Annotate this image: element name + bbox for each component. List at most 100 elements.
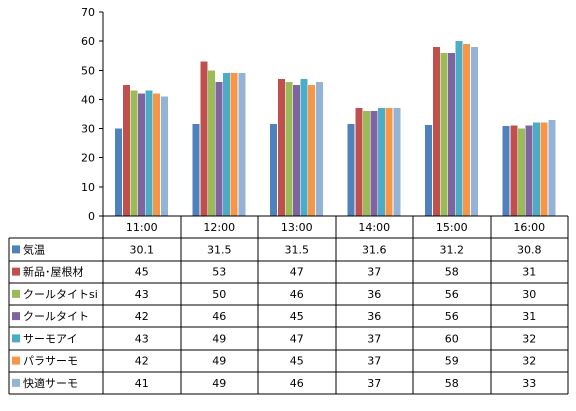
data-label: 47: [290, 332, 304, 345]
data-label: 37: [367, 332, 381, 345]
y-tick-label: 30: [81, 123, 95, 136]
bar-7-11:00: [160, 96, 168, 216]
data-label: 31: [522, 266, 536, 279]
data-label: 31.5: [285, 243, 310, 256]
bar-2-16:00: [510, 125, 518, 216]
legend-label: クールタイトsi: [23, 288, 98, 301]
bar-2-14:00: [355, 108, 363, 216]
bar-2-12:00: [200, 61, 208, 216]
bar-7-15:00: [470, 46, 478, 216]
bar-1-12:00: [192, 124, 200, 216]
bar-5-12:00: [223, 73, 231, 216]
data-label: 59: [445, 355, 459, 368]
legend-label: 快適サーモ: [23, 376, 78, 390]
bar-6-14:00: [385, 108, 393, 216]
y-tick-label: 50: [81, 64, 95, 77]
category-label: 13:00: [281, 221, 313, 234]
bar-4-14:00: [370, 111, 378, 216]
bar-6-15:00: [463, 44, 471, 217]
bar-4-11:00: [137, 93, 145, 216]
plot-area: 0 10 20 30 40 50 60 70: [81, 6, 556, 223]
bar-7-13:00: [315, 81, 323, 216]
bar-1-14:00: [347, 123, 355, 216]
bar-5-13:00: [300, 79, 308, 216]
bar-6-11:00: [153, 93, 161, 216]
data-label: 58: [445, 377, 459, 390]
legend-label: パラサーモ: [23, 355, 78, 368]
y-tick-label: 60: [81, 35, 95, 48]
y-tick-label: 20: [81, 152, 95, 165]
bar-5-11:00: [145, 90, 153, 216]
data-label: 42: [135, 355, 149, 368]
data-label: 30: [522, 288, 536, 301]
data-label: 36: [367, 310, 381, 323]
data-label: 42: [135, 310, 149, 323]
legend-label: クールタイト: [23, 310, 89, 323]
bar-3-11:00: [130, 90, 138, 216]
data-label: 32: [522, 355, 536, 368]
legend-label: サーモアイ: [23, 332, 77, 345]
bar-3-14:00: [362, 111, 370, 216]
data-label: 58: [445, 266, 459, 279]
data-label: 36: [367, 288, 381, 301]
bar-3-13:00: [285, 81, 293, 216]
legend-swatch: [12, 289, 20, 298]
data-label: 47: [290, 266, 304, 279]
data-label: 43: [135, 332, 149, 345]
legend-swatch: [12, 267, 20, 276]
category-label: 14:00: [358, 221, 390, 234]
category-label: 15:00: [436, 221, 468, 234]
data-label: 43: [135, 288, 149, 301]
category-label: 11:00: [126, 221, 158, 234]
data-label: 50: [212, 288, 226, 301]
data-table: 11:00 12:00 13:00 14:00 15:00 16:00 気温 30.1 31.5…: [8, 215, 569, 395]
legend-label: 新品･屋根材: [23, 265, 84, 279]
bar-1-16:00: [502, 126, 510, 216]
legend-swatch: [12, 245, 20, 254]
category-label: 16:00: [513, 221, 545, 234]
bar-7-16:00: [548, 119, 556, 216]
data-label: 30.1: [130, 243, 155, 256]
data-label: 56: [445, 310, 459, 323]
legend-swatch: [12, 334, 20, 343]
data-label: 30.8: [517, 243, 542, 256]
data-label: 46: [212, 310, 226, 323]
data-label: 41: [135, 377, 149, 390]
data-label: 53: [212, 266, 226, 279]
bar-5-14:00: [378, 108, 386, 216]
data-label: 31.5: [207, 243, 232, 256]
bar-6-16:00: [540, 122, 548, 216]
y-tick-label: 10: [81, 181, 95, 194]
legend-swatch: [12, 312, 20, 321]
data-label: 31.2: [440, 243, 465, 256]
data-label: 45: [290, 355, 304, 368]
legend-swatch: [12, 356, 20, 365]
data-label: 56: [445, 288, 459, 301]
data-label: 32: [522, 332, 536, 345]
data-label: 37: [367, 377, 381, 390]
bar-7-12:00: [238, 73, 246, 216]
data-label: 49: [212, 377, 226, 390]
data-label: 31.6: [362, 243, 387, 256]
y-tick-label: 0: [88, 210, 95, 223]
bar-3-16:00: [517, 128, 525, 216]
data-label: 46: [290, 377, 304, 390]
y-tick-label: 40: [81, 93, 95, 106]
bar-3-12:00: [207, 70, 215, 216]
bar-6-12:00: [230, 73, 238, 216]
bar-3-15:00: [440, 52, 448, 216]
data-label: 37: [367, 266, 381, 279]
data-label: 31: [522, 310, 536, 323]
bar-2-15:00: [432, 46, 440, 216]
bar-2-11:00: [122, 84, 130, 216]
data-label: 45: [135, 266, 149, 279]
bar-6-13:00: [308, 84, 316, 216]
bar-7-14:00: [393, 108, 401, 216]
bar-2-13:00: [277, 79, 285, 216]
legend-label: 気温: [23, 242, 45, 256]
bar-4-15:00: [447, 52, 455, 216]
data-label: 46: [290, 288, 304, 301]
data-label: 37: [367, 355, 381, 368]
bar-5-16:00: [533, 122, 541, 216]
